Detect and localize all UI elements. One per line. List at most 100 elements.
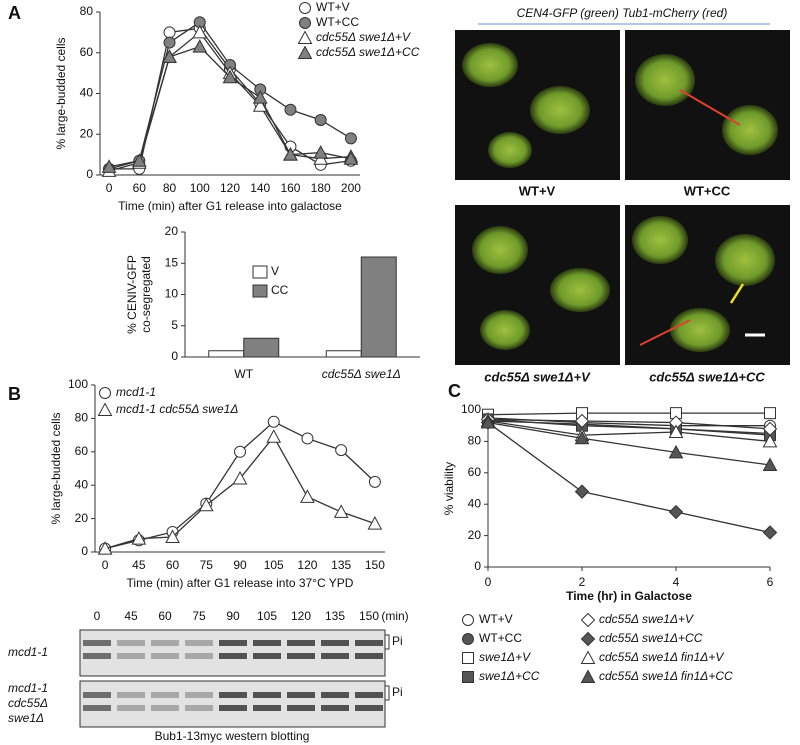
- blot-band: [151, 640, 179, 646]
- legend-marker: [462, 614, 474, 626]
- cell: [530, 86, 590, 134]
- blot-band: [117, 653, 145, 659]
- marker: [313, 145, 329, 159]
- blot-band: [253, 705, 281, 711]
- lane-label: 75: [192, 609, 206, 623]
- blot-band: [83, 705, 111, 711]
- band-label: Pi: [392, 634, 403, 648]
- marker: [668, 504, 684, 520]
- marker: [764, 407, 776, 420]
- x-tick-label: 2: [579, 575, 586, 589]
- lane-label: 60: [158, 609, 172, 623]
- marker: [574, 413, 590, 429]
- x-tick-label: 135: [331, 558, 351, 572]
- series-line: [487, 412, 770, 416]
- blot-band: [355, 653, 383, 659]
- lane-label: 90: [226, 609, 240, 623]
- x-tick-label: 150: [365, 558, 385, 572]
- x-tick-label: 0: [102, 558, 109, 572]
- x-tick-label: 60: [166, 558, 180, 572]
- marker: [234, 445, 246, 458]
- lane-label: 135: [325, 609, 345, 623]
- spindle: [639, 319, 691, 346]
- band-bracket: [385, 634, 390, 650]
- blot-band: [219, 692, 247, 698]
- x-tick-label: 105: [264, 558, 284, 572]
- y-tick-label: 15: [165, 255, 179, 269]
- legend-label: cdc55Δ swe1Δ+V: [316, 30, 411, 44]
- legend-marker: [97, 402, 113, 416]
- marker: [367, 516, 383, 530]
- marker: [480, 415, 496, 429]
- blot-band: [321, 692, 349, 698]
- series-line: [487, 420, 771, 443]
- y-axis-label: % viability: [442, 462, 456, 515]
- blot-band: [151, 692, 179, 698]
- legend-marker: [462, 671, 474, 683]
- legend-label: swe1Δ+V: [479, 650, 531, 664]
- marker: [163, 36, 176, 49]
- marker: [762, 433, 778, 448]
- blot-band: [117, 640, 145, 646]
- marker: [163, 26, 176, 39]
- bar: [325, 350, 362, 358]
- x-tick-label: 80: [163, 181, 177, 195]
- legend-marker: [99, 387, 111, 399]
- legend-label: WT+CC: [479, 631, 522, 645]
- marker: [101, 159, 117, 173]
- x-tick-label: 100: [190, 181, 210, 195]
- marker: [762, 525, 778, 540]
- micro-caption: WT+V: [519, 183, 556, 198]
- legend-label: WT+V: [316, 0, 350, 14]
- legend-marker: [462, 652, 474, 664]
- marker: [333, 504, 349, 518]
- legend-label: WT+CC: [316, 15, 359, 29]
- blot-band: [355, 692, 383, 698]
- series-line: [487, 418, 771, 436]
- series-line: [108, 31, 351, 172]
- y-tick-label: 80: [80, 4, 94, 18]
- legend-marker: [297, 45, 313, 59]
- y-tick-label: 0: [474, 559, 481, 573]
- y-tick-label: 60: [80, 45, 94, 59]
- legend-label: cdc55Δ swe1Δ+CC: [599, 631, 703, 645]
- blot-band: [117, 705, 145, 711]
- blot-band: [83, 653, 111, 659]
- y-tick-label: 60: [75, 444, 89, 458]
- series-line: [487, 421, 771, 466]
- marker: [368, 475, 381, 488]
- marker: [283, 147, 298, 161]
- marker: [574, 484, 590, 499]
- bar: [243, 337, 280, 358]
- y-tick-label: 5: [171, 318, 178, 332]
- marker: [232, 470, 248, 485]
- marker: [252, 90, 268, 104]
- blot-band: [253, 653, 281, 659]
- x-axis-label: Time (min) after G1 release into 37°C YP…: [127, 576, 354, 590]
- cell: [635, 54, 695, 106]
- cell: [722, 105, 778, 155]
- y-tick-label: 40: [80, 86, 94, 100]
- micro-caption: cdc55Δ swe1Δ+CC: [649, 369, 765, 384]
- lane-label: 150: [359, 609, 379, 623]
- cell: [670, 308, 730, 352]
- y-tick-label: 60: [468, 465, 482, 479]
- cell: [472, 226, 528, 274]
- band-bracket: [385, 685, 390, 701]
- spindle: [679, 89, 741, 126]
- marker: [300, 489, 315, 503]
- y-axis-label: % large-budded cells: [49, 412, 63, 524]
- marker: [335, 444, 348, 457]
- blot-band: [185, 640, 213, 646]
- y-tick-label: 0: [81, 544, 88, 558]
- western-blot: [79, 629, 386, 728]
- series-line: [487, 422, 771, 534]
- y-tick-label: 20: [75, 511, 89, 525]
- legend-marker: [297, 30, 313, 44]
- micro-caption: cdc55Δ swe1Δ+V: [484, 369, 591, 384]
- y-tick-label: 10: [165, 287, 179, 301]
- bar: [360, 256, 397, 358]
- marker: [192, 39, 208, 53]
- legend-label: mcd1-1 cdc55Δ swe1Δ: [116, 402, 238, 416]
- x-tick-label: 0: [106, 181, 113, 195]
